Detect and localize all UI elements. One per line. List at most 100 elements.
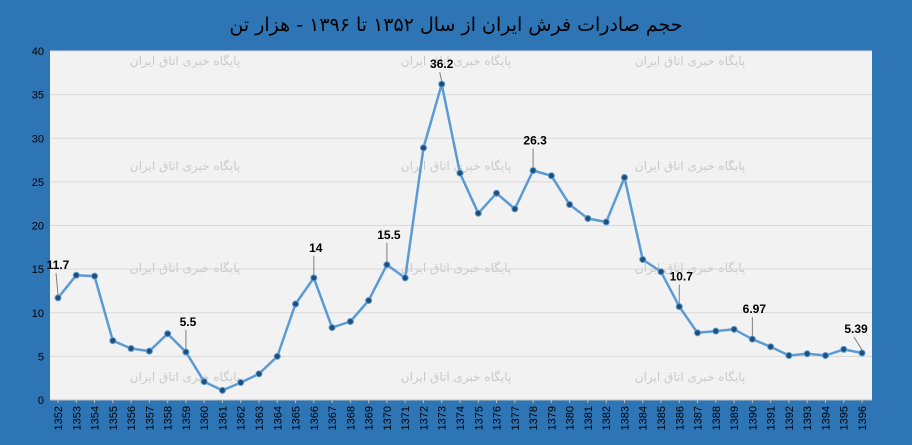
y-tick-label: 5 — [38, 351, 44, 363]
x-tick-label: 1366 — [309, 406, 321, 430]
x-tick-label: 1381 — [583, 406, 595, 430]
x-tick-label: 1364 — [272, 406, 284, 430]
data-point — [620, 174, 628, 182]
data-point — [127, 345, 135, 353]
data-point — [91, 272, 99, 280]
data-point — [748, 335, 756, 343]
x-tick-label: 1361 — [217, 406, 229, 430]
y-tick-label: 35 — [32, 90, 44, 102]
data-point — [401, 274, 409, 282]
data-label: 10.7 — [670, 270, 694, 284]
x-tick-label: 1386 — [674, 406, 686, 430]
x-tick-label: 1358 — [163, 406, 175, 430]
data-point — [237, 379, 245, 387]
y-tick-label: 30 — [32, 133, 44, 145]
data-label: 36.2 — [430, 57, 454, 71]
data-point — [145, 347, 153, 355]
data-label-leader — [439, 72, 443, 82]
x-tick-label: 1391 — [766, 406, 778, 430]
y-tick-label: 15 — [32, 264, 44, 276]
x-tick-label: 1380 — [565, 406, 577, 430]
data-point — [694, 329, 702, 337]
data-point — [529, 167, 537, 175]
data-point — [493, 189, 501, 197]
x-tick-label: 1372 — [418, 406, 430, 430]
x-tick-label: 1385 — [656, 406, 668, 430]
data-point — [511, 205, 519, 213]
data-point — [292, 300, 300, 308]
x-tick-label: 1369 — [364, 406, 376, 430]
x-tick-label: 1392 — [784, 406, 796, 430]
x-tick-label: 1390 — [747, 406, 759, 430]
series-markers — [54, 80, 866, 394]
watermark-text: پایگاه خبری اتاق ایران — [130, 370, 240, 385]
x-tick-label: 1367 — [327, 406, 339, 430]
data-point — [767, 343, 775, 351]
data-point — [474, 209, 482, 217]
data-label: 5.39 — [844, 322, 868, 336]
x-tick-label: 1371 — [400, 406, 412, 430]
data-point — [109, 337, 117, 345]
x-tick-label: 1389 — [729, 406, 741, 430]
x-tick-label: 1396 — [857, 406, 869, 430]
chart-title: حجم صادرات فرش ایران از سال ۱۳۵۲ تا ۱۳۹۶… — [229, 14, 682, 36]
x-tick-label: 1376 — [492, 406, 504, 430]
y-tick-label: 20 — [32, 221, 44, 233]
data-point — [730, 325, 738, 333]
data-point — [657, 268, 665, 276]
x-tick-label: 1368 — [345, 406, 357, 430]
x-tick-label: 1353 — [71, 406, 83, 430]
x-tick-label: 1379 — [546, 406, 558, 430]
data-label: 11.7 — [47, 258, 70, 272]
data-point — [821, 352, 829, 360]
x-tick-label: 1384 — [638, 406, 650, 430]
x-tick-label: 1378 — [528, 406, 540, 430]
x-tick-label: 1373 — [437, 406, 449, 430]
y-tick-label: 0 — [38, 395, 44, 407]
watermark-text: پایگاه خبری اتاق ایران — [635, 54, 745, 69]
x-tick-label: 1383 — [619, 406, 631, 430]
data-point — [346, 317, 354, 325]
data-label-leader — [853, 336, 863, 351]
data-point — [72, 271, 80, 279]
data-label-leader — [55, 272, 59, 295]
x-tick-label: 1363 — [254, 406, 266, 430]
data-point — [255, 370, 263, 378]
data-point — [328, 324, 336, 332]
watermark-text: پایگاه خبری اتاق ایران — [130, 261, 240, 276]
x-tick-label: 1388 — [711, 406, 723, 430]
data-labels: 11.7 5.5 14 15.5 36.2 26.3 10.7 6.97 5.39 — [47, 57, 868, 351]
data-label: 26.3 — [523, 134, 547, 148]
x-tick-label: 1356 — [126, 406, 138, 430]
x-tick-label: 1354 — [90, 406, 102, 430]
data-point — [584, 215, 592, 223]
data-point — [310, 274, 318, 282]
watermark-text: پایگاه خبری اتاق ایران — [401, 261, 511, 276]
watermark-text: پایگاه خبری اتاق ایران — [401, 54, 511, 69]
x-tick-label: 1387 — [693, 406, 705, 430]
x-tick-label: 1370 — [382, 406, 394, 430]
data-point — [675, 303, 683, 311]
data-point — [858, 349, 866, 357]
y-tick-label: 10 — [32, 308, 44, 320]
watermark-text: پایگاه خبری اتاق ایران — [635, 159, 745, 174]
data-label: 6.97 — [743, 302, 767, 316]
watermark-text: پایگاه خبری اتاق ایران — [401, 370, 511, 385]
data-point — [365, 297, 373, 305]
data-point — [419, 144, 427, 152]
data-point — [383, 261, 391, 269]
data-point — [803, 350, 811, 358]
watermark-text: پایگاه خبری اتاق ایران — [635, 370, 745, 385]
data-point — [438, 80, 446, 88]
x-tick-label: 1395 — [839, 406, 851, 430]
data-point — [602, 218, 610, 226]
x-tick-label: 1374 — [455, 406, 467, 430]
x-tick-label: 1393 — [802, 406, 814, 430]
data-label: 15.5 — [377, 228, 401, 242]
x-tick-label: 1375 — [473, 406, 485, 430]
data-point — [164, 330, 172, 338]
data-point — [182, 348, 190, 356]
data-point — [218, 386, 226, 394]
x-tick-label: 1365 — [291, 406, 303, 430]
